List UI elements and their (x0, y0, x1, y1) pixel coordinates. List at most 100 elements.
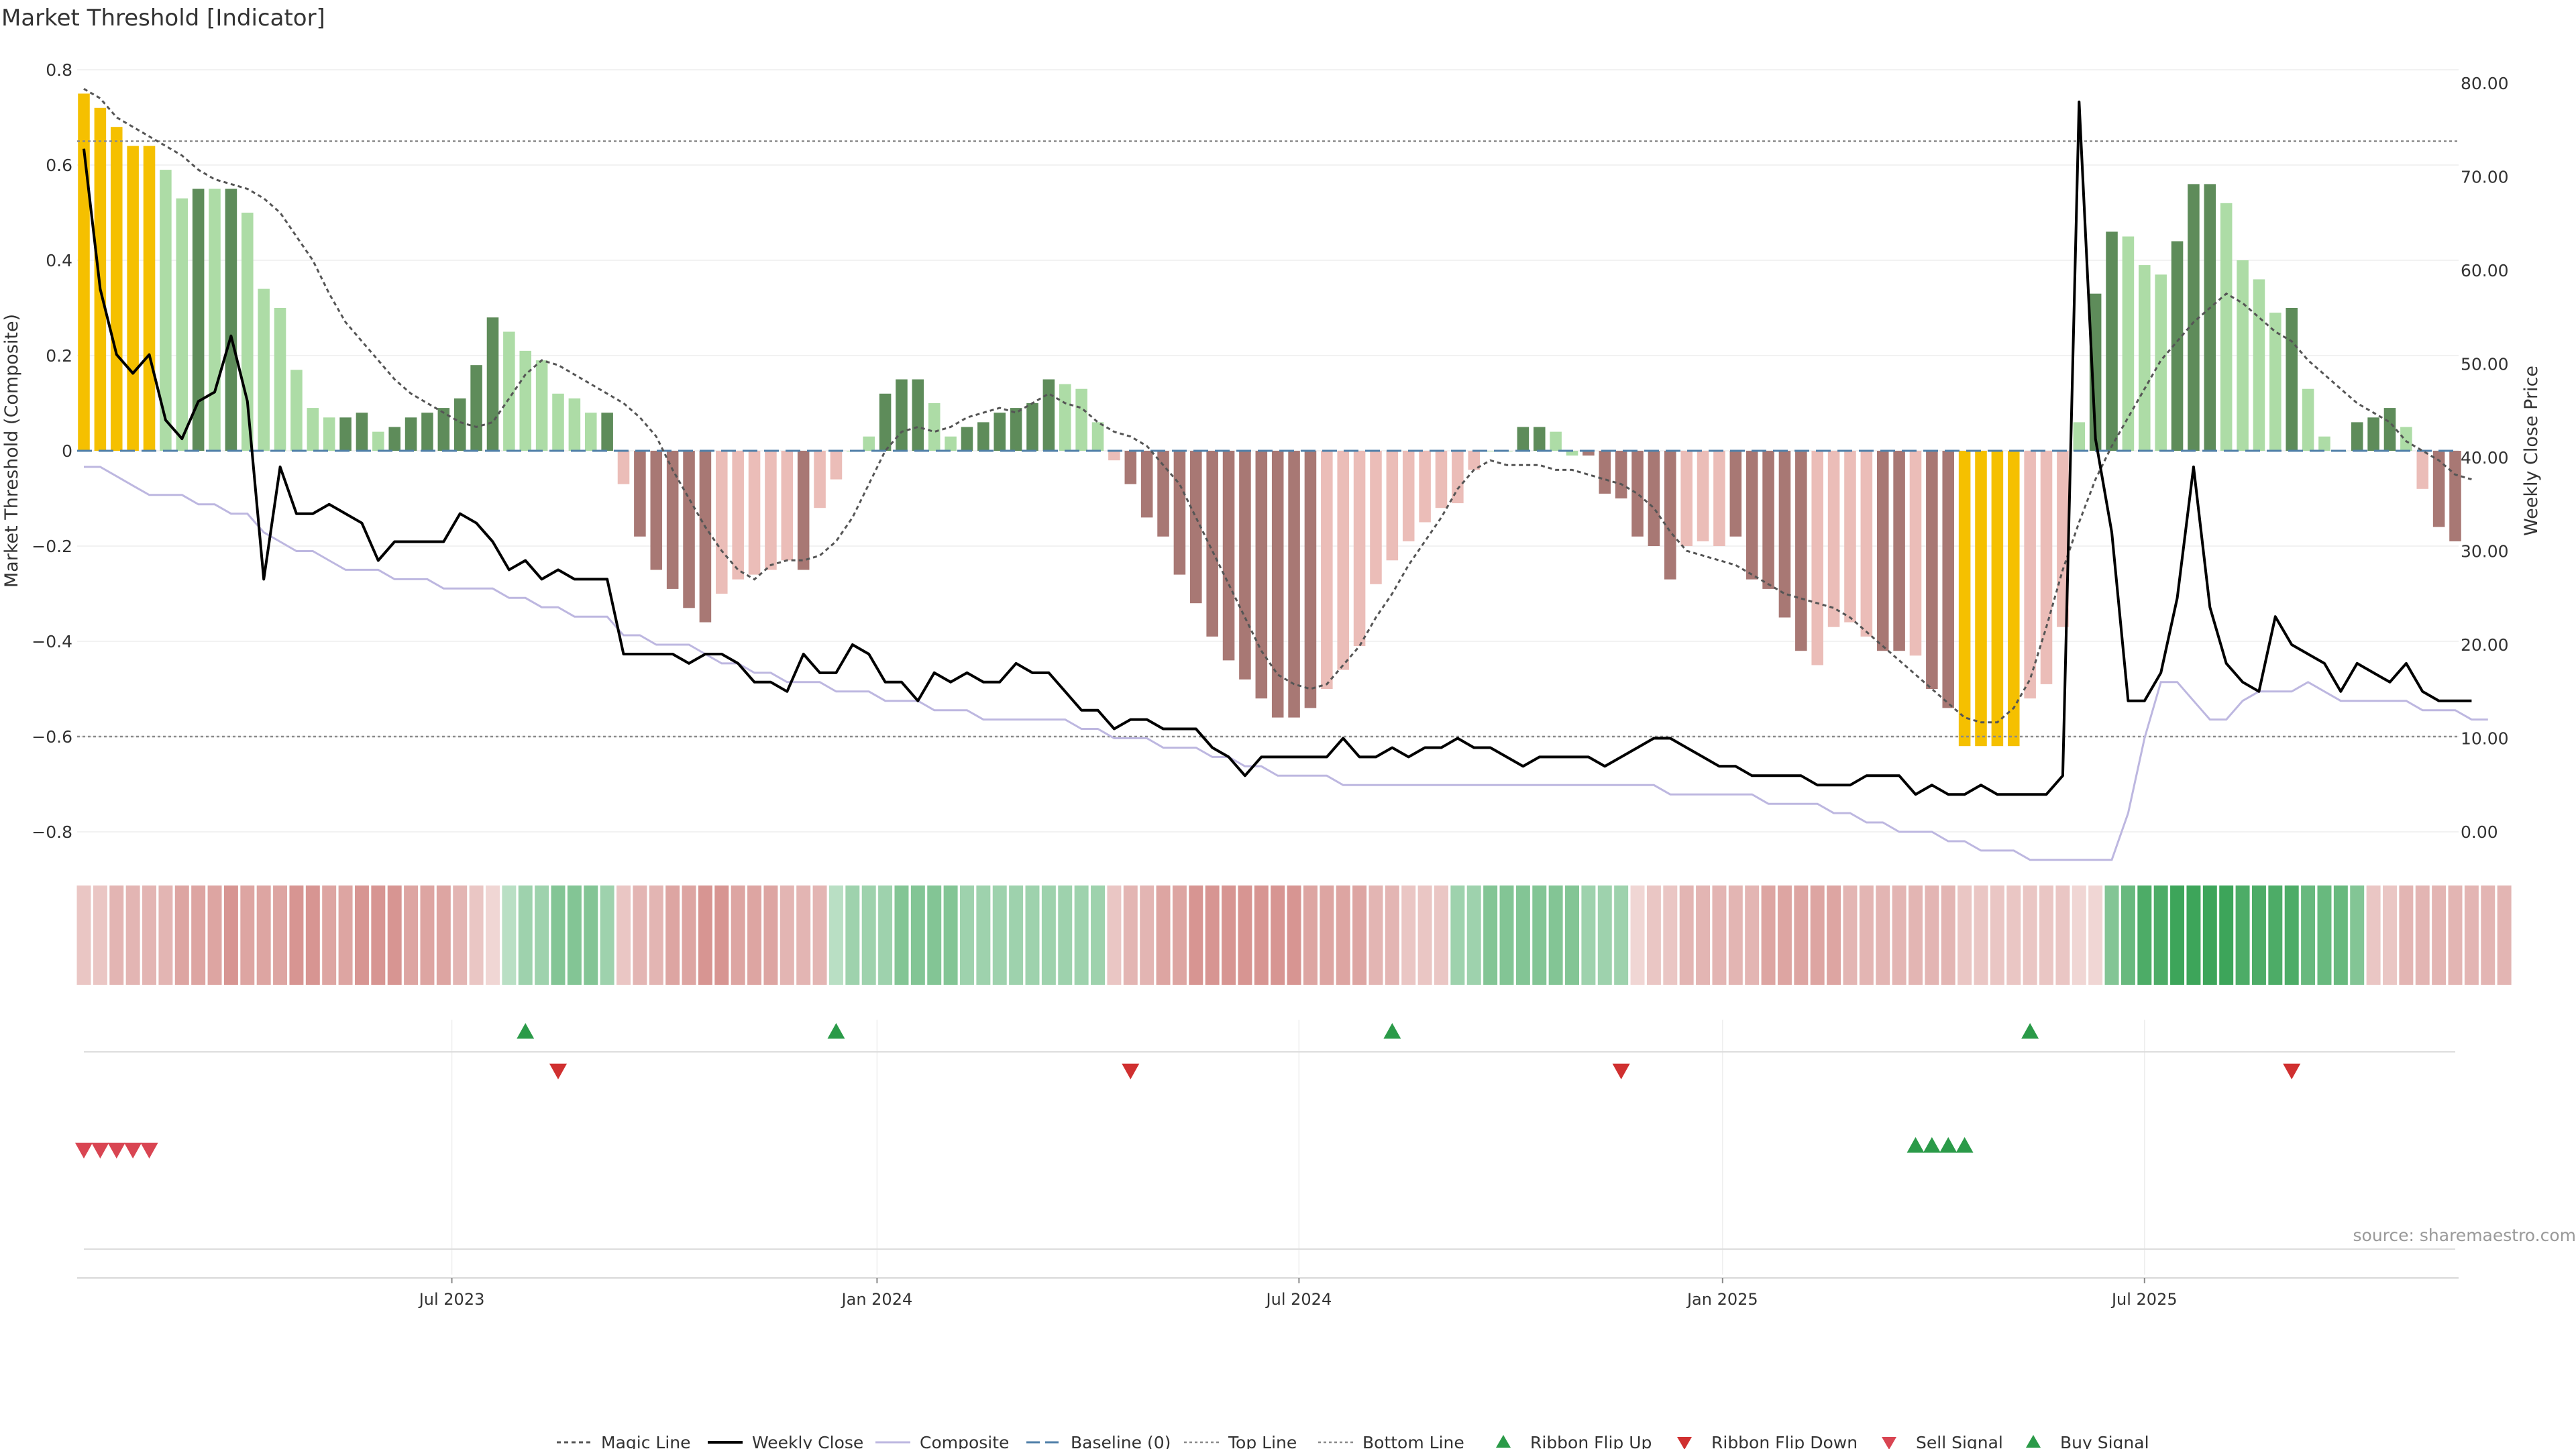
ribbon-cell (567, 885, 582, 985)
ribbon-cell (2464, 885, 2479, 985)
ribbon-cell (223, 885, 238, 985)
ribbon-cell (2202, 885, 2217, 985)
composite-bar (2237, 260, 2249, 451)
composite-line (84, 466, 2488, 861)
composite-bar (356, 413, 368, 451)
composite-bar (437, 408, 450, 451)
ribbon-cell (943, 885, 958, 985)
composite-bar (1615, 451, 1627, 498)
ribbon-cell (1827, 885, 1841, 985)
right-tick-label: 0.00 (2461, 822, 2498, 842)
left-tick-label: 0.4 (46, 251, 72, 270)
composite-bar (1402, 451, 1415, 541)
composite-bar (1452, 451, 1464, 504)
magic-line (83, 88, 2472, 724)
ribbon-cell (2382, 885, 2397, 985)
x-tick-label: Jul 2023 (418, 1290, 485, 1309)
ribbon-cell (1074, 885, 1089, 985)
legend-label: Ribbon Flip Down (1711, 1433, 1858, 1449)
composite-bar (2302, 388, 2314, 451)
composite-bar (1811, 451, 1823, 665)
composite-bar (1746, 451, 1758, 580)
ribbon-cell (1565, 885, 1580, 985)
ribbon-cell (959, 885, 974, 985)
ribbon-cell (1630, 885, 1645, 985)
composite-bar (1206, 451, 1218, 637)
composite-bar (2155, 274, 2167, 451)
composite-bar (1337, 451, 1349, 670)
ribbon-cell (845, 885, 860, 985)
ribbon-cell (780, 885, 794, 985)
composite-bar (1860, 451, 1873, 637)
ribbon-cell (1728, 885, 1743, 985)
composite-bar (896, 379, 908, 451)
ribbon-cell (1892, 885, 1907, 985)
ribbon-cell (174, 885, 189, 985)
ribbon-cell (338, 885, 353, 985)
composite-bar (290, 370, 303, 451)
right-tick-label: 80.00 (2461, 74, 2509, 93)
composite-bar (2449, 451, 2461, 541)
legend-swatch-buy (2026, 1435, 2041, 1448)
ribbon-cell (1483, 885, 1498, 985)
ribbon-cell (649, 885, 663, 985)
sell-signal-marker (107, 1142, 125, 1159)
composite-bar (552, 393, 564, 451)
composite-bar (1190, 451, 1202, 604)
composite-bar (110, 127, 123, 451)
ribbon-cell (1794, 885, 1809, 985)
ribbon-cell (1941, 885, 1955, 985)
weekly-close-line (83, 100, 2472, 796)
right-tick-label: 10.00 (2461, 729, 2509, 749)
composite-bar (1697, 451, 1709, 541)
ribbon-flip-up-marker (1383, 1023, 1401, 1039)
left-tick-label: −0.8 (32, 822, 72, 842)
x-tick-label: Jan 2024 (841, 1290, 913, 1309)
composite-bar (1321, 451, 1333, 689)
composite-bar (421, 413, 433, 451)
composite-bar (1075, 388, 1087, 451)
composite-bar (1795, 451, 1807, 651)
ribbon-cell (93, 885, 107, 985)
left-axis-label: Market Threshold (Composite) (1, 314, 22, 588)
composite-bar (994, 413, 1006, 451)
composite-bar (2400, 427, 2412, 451)
ribbon-cell (1107, 885, 1122, 985)
composite-bar (1091, 422, 1104, 451)
composite-bar (1173, 451, 1186, 575)
ribbon-cell (1957, 885, 1972, 985)
ribbon-cell (910, 885, 925, 985)
sell-signal-marker (75, 1142, 93, 1159)
composite-bar (470, 365, 482, 451)
composite-bar (1370, 451, 1382, 584)
composite-bar (2383, 408, 2396, 451)
buy-signal-marker (1955, 1137, 1974, 1153)
ribbon-cell (518, 885, 533, 985)
composite-bar (2204, 184, 2216, 451)
ribbon-cell (600, 885, 614, 985)
ribbon-cell (76, 885, 91, 985)
composite-bar (617, 451, 630, 484)
composite-bar (1566, 451, 1578, 456)
x-tick-label: Jul 2024 (1265, 1290, 1332, 1309)
ribbon-cell (2137, 885, 2152, 985)
ribbon-cell (2497, 885, 2512, 985)
ribbon-cell (2333, 885, 2348, 985)
ribbon-cell (1336, 885, 1350, 985)
composite-bar (209, 189, 221, 451)
ribbon-cell (1761, 885, 1776, 985)
composite-bar (1304, 451, 1317, 708)
ribbon-cell (502, 885, 517, 985)
chart-title: Market Threshold [Indicator] (1, 5, 325, 32)
composite-bar (176, 198, 189, 451)
composite-bar (1255, 451, 1268, 699)
composite-bar (1026, 403, 1038, 451)
composite-bar (2040, 451, 2053, 684)
composite-bar (1975, 451, 1987, 747)
ribbon-cell (1859, 885, 1874, 985)
ribbon-flip-up-marker (2021, 1023, 2039, 1039)
ribbon-cell (1368, 885, 1383, 985)
ribbon-flip-up-marker (827, 1023, 845, 1039)
